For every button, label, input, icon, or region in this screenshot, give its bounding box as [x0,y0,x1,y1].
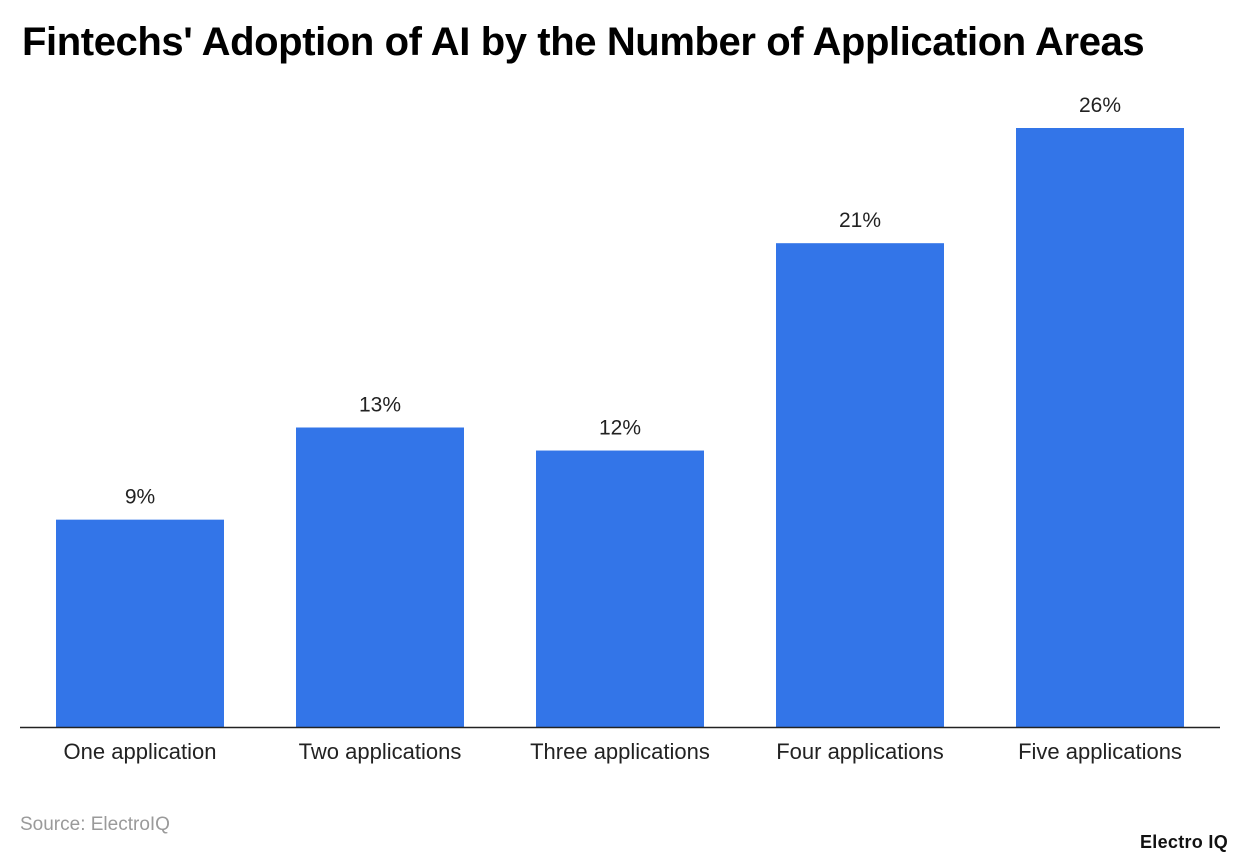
category-label-3: Three applications [530,739,710,764]
value-label-3: 12% [599,417,641,440]
brand-logo: Electro IQ [1139,832,1228,852]
category-label-2: Two applications [299,739,462,764]
bar-4 [776,243,944,727]
bar-3 [536,450,704,727]
value-label-1: 9% [125,486,155,509]
bar-1 [56,519,224,727]
bars-group [56,128,1184,727]
category-label-4: Four applications [776,739,944,764]
chart-title: Fintechs' Adoption of AI by the Number o… [22,20,1145,64]
category-label-5: Five applications [1018,739,1182,764]
value-label-4: 21% [839,209,881,232]
category-labels-group: One application Two applications Three app… [64,739,1182,764]
source-note: Source: ElectroIQ [20,814,170,835]
bar-2 [296,427,464,727]
value-labels-group: 9% 13% 12% 21% 26% [125,94,1121,509]
value-label-5: 26% [1079,94,1121,117]
value-label-2: 13% [359,394,401,417]
bar-5 [1016,128,1184,727]
category-label-1: One application [64,739,217,764]
